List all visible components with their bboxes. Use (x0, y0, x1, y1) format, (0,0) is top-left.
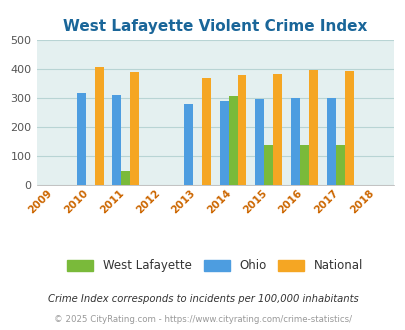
Text: Crime Index corresponds to incidents per 100,000 inhabitants: Crime Index corresponds to incidents per… (47, 294, 358, 304)
Bar (264, 145, 273, 185)
Bar (255, 99, 264, 185)
Bar (299, 145, 308, 185)
Bar (201, 78, 210, 185)
Bar (183, 104, 192, 185)
Bar (308, 70, 317, 185)
Bar (290, 98, 299, 185)
Bar (335, 145, 344, 185)
Bar (326, 98, 335, 185)
Bar (228, 96, 237, 185)
Bar (237, 75, 246, 185)
Legend: West Lafayette, Ohio, National: West Lafayette, Ohio, National (63, 254, 367, 277)
Bar (112, 95, 121, 185)
Bar (94, 67, 103, 185)
Text: © 2025 CityRating.com - https://www.cityrating.com/crime-statistics/: © 2025 CityRating.com - https://www.city… (54, 315, 351, 324)
Bar (219, 101, 228, 185)
Bar (344, 71, 353, 185)
Title: West Lafayette Violent Crime Index: West Lafayette Violent Crime Index (63, 19, 367, 34)
Bar (121, 171, 130, 185)
Bar (130, 72, 139, 185)
Bar (273, 74, 281, 185)
Bar (77, 93, 85, 185)
